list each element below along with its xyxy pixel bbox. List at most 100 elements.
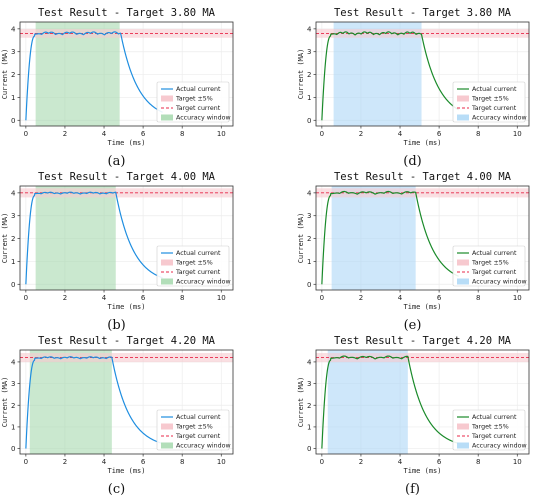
y-tick-label: 0 bbox=[11, 445, 15, 453]
x-tick-label: 2 bbox=[63, 130, 67, 138]
x-tick-label: 4 bbox=[102, 294, 107, 302]
x-tick-label: 0 bbox=[24, 130, 28, 138]
accuracy-window bbox=[327, 350, 408, 454]
chart-panel-3: Test Result - Target 4.00 MA 0 2 4 6 8 10 0 1 2 3 4… bbox=[1, 171, 234, 333]
x-axis-label: Time (ms) bbox=[108, 303, 146, 311]
y-axis-label: Current (MA) bbox=[297, 377, 305, 428]
x-tick-label: 8 bbox=[476, 130, 480, 138]
legend-swatch-accuracy-window bbox=[161, 114, 173, 121]
y-tick-label: 2 bbox=[307, 71, 311, 79]
legend-label: Accuracy window bbox=[176, 279, 231, 286]
y-axis-label: Current (MA) bbox=[1, 49, 9, 100]
y-tick-label: 2 bbox=[11, 402, 15, 410]
x-tick-label: 4 bbox=[398, 458, 403, 466]
legend-swatch-target-band bbox=[457, 423, 469, 430]
legend-box bbox=[452, 245, 526, 287]
y-axis-label: Current (MA) bbox=[297, 213, 305, 264]
x-tick-label: 8 bbox=[180, 458, 184, 466]
legend-swatch-target-band bbox=[161, 423, 173, 430]
x-tick-label: 4 bbox=[102, 458, 107, 466]
legend-label: Target ±5% bbox=[471, 260, 509, 267]
y-tick-label: 1 bbox=[11, 94, 15, 102]
y-tick-label: 4 bbox=[11, 358, 16, 366]
x-tick-label: 4 bbox=[398, 130, 403, 138]
legend-label: Target current bbox=[175, 105, 221, 112]
panel-caption: (d) bbox=[403, 154, 421, 169]
chart-title: Test Result - Target 4.20 MA bbox=[334, 335, 512, 347]
legend-swatch-target-band bbox=[161, 259, 173, 266]
x-tick-label: 6 bbox=[437, 294, 442, 302]
x-tick-label: 6 bbox=[141, 130, 146, 138]
legend-label: Actual current bbox=[472, 250, 517, 257]
x-tick-label: 0 bbox=[320, 458, 324, 466]
legend: Actual current Target ±5% Target current Ac… bbox=[156, 81, 231, 123]
legend-box bbox=[452, 81, 526, 123]
y-tick-label: 3 bbox=[11, 48, 15, 56]
x-tick-label: 2 bbox=[359, 458, 363, 466]
panel-caption: (c) bbox=[108, 482, 125, 497]
chart-panel-1: Test Result - Target 3.80 MA 0 2 4 6 8 10 0 1 2 3 4… bbox=[1, 7, 234, 169]
y-axis-label: Current (MA) bbox=[1, 377, 9, 428]
accuracy-window bbox=[35, 22, 120, 126]
x-tick-label: 8 bbox=[476, 458, 480, 466]
series-line-actual-current bbox=[321, 31, 459, 121]
chart-title: Test Result - Target 4.20 MA bbox=[38, 335, 216, 347]
y-tick-label: 3 bbox=[307, 48, 311, 56]
x-tick-label: 0 bbox=[320, 130, 324, 138]
legend-swatch-accuracy-window bbox=[457, 278, 469, 285]
y-tick-label: 3 bbox=[11, 212, 15, 220]
legend-box bbox=[156, 409, 230, 451]
x-axis-label: Time (ms) bbox=[404, 467, 442, 475]
chart-title: Test Result - Target 4.00 MA bbox=[334, 171, 512, 183]
y-tick-label: 0 bbox=[307, 117, 311, 125]
x-tick-label: 6 bbox=[141, 458, 146, 466]
y-axis-label: Current (MA) bbox=[1, 213, 9, 264]
series-line-actual-current bbox=[25, 356, 163, 449]
y-tick-label: 2 bbox=[11, 71, 15, 79]
x-tick-label: 0 bbox=[320, 294, 324, 302]
legend-label: Target ±5% bbox=[175, 96, 213, 103]
y-tick-label: 0 bbox=[11, 281, 15, 289]
y-tick-label: 3 bbox=[11, 380, 15, 388]
series-line-actual-current bbox=[321, 190, 459, 285]
panel-caption: (e) bbox=[404, 318, 422, 333]
y-tick-label: 1 bbox=[307, 94, 311, 102]
y-tick-label: 3 bbox=[307, 212, 311, 220]
legend: Actual current Target ±5% Target current Ac… bbox=[452, 409, 527, 451]
legend-swatch-target-band bbox=[161, 95, 173, 102]
legend-swatch-accuracy-window bbox=[457, 114, 469, 121]
chart-panel-4: Test Result - Target 4.00 MA 0 2 4 6 8 10 0 1 2 3 4… bbox=[297, 171, 530, 333]
x-tick-label: 6 bbox=[141, 294, 146, 302]
y-tick-label: 4 bbox=[307, 25, 312, 33]
legend: Actual current Target ±5% Target current Ac… bbox=[156, 245, 231, 287]
chart-title: Test Result - Target 4.00 MA bbox=[38, 171, 216, 183]
panel-caption: (b) bbox=[107, 318, 125, 333]
legend-label: Target current bbox=[471, 433, 517, 440]
plot-frame bbox=[315, 349, 530, 455]
y-axis-label: Current (MA) bbox=[297, 49, 305, 100]
x-tick-label: 0 bbox=[24, 458, 28, 466]
legend-label: Actual current bbox=[472, 414, 517, 421]
legend-label: Actual current bbox=[472, 86, 517, 93]
legend: Actual current Target ±5% Target current Ac… bbox=[452, 245, 527, 287]
legend-swatch-target-band bbox=[457, 95, 469, 102]
y-tick-label: 0 bbox=[307, 445, 311, 453]
legend-swatch-accuracy-window bbox=[161, 278, 173, 285]
x-tick-label: 2 bbox=[63, 294, 67, 302]
y-tick-label: 2 bbox=[11, 235, 15, 243]
legend-box bbox=[156, 245, 230, 287]
x-axis-label: Time (ms) bbox=[404, 139, 442, 147]
y-tick-label: 1 bbox=[307, 258, 311, 266]
plot-frame bbox=[315, 185, 530, 291]
x-tick-label: 10 bbox=[513, 458, 522, 466]
x-tick-label: 6 bbox=[437, 458, 442, 466]
legend-swatch-target-band bbox=[457, 259, 469, 266]
legend-label: Target current bbox=[471, 105, 517, 112]
x-tick-label: 8 bbox=[180, 130, 184, 138]
legend-label: Actual current bbox=[176, 250, 221, 257]
plot-frame bbox=[19, 349, 234, 455]
legend-label: Accuracy window bbox=[472, 279, 527, 286]
x-axis-label: Time (ms) bbox=[108, 139, 146, 147]
chart-panel-6: Test Result - Target 4.20 MA 0 2 4 6 8 10 0 1 2 3 4… bbox=[297, 335, 530, 497]
legend-label: Actual current bbox=[176, 414, 221, 421]
